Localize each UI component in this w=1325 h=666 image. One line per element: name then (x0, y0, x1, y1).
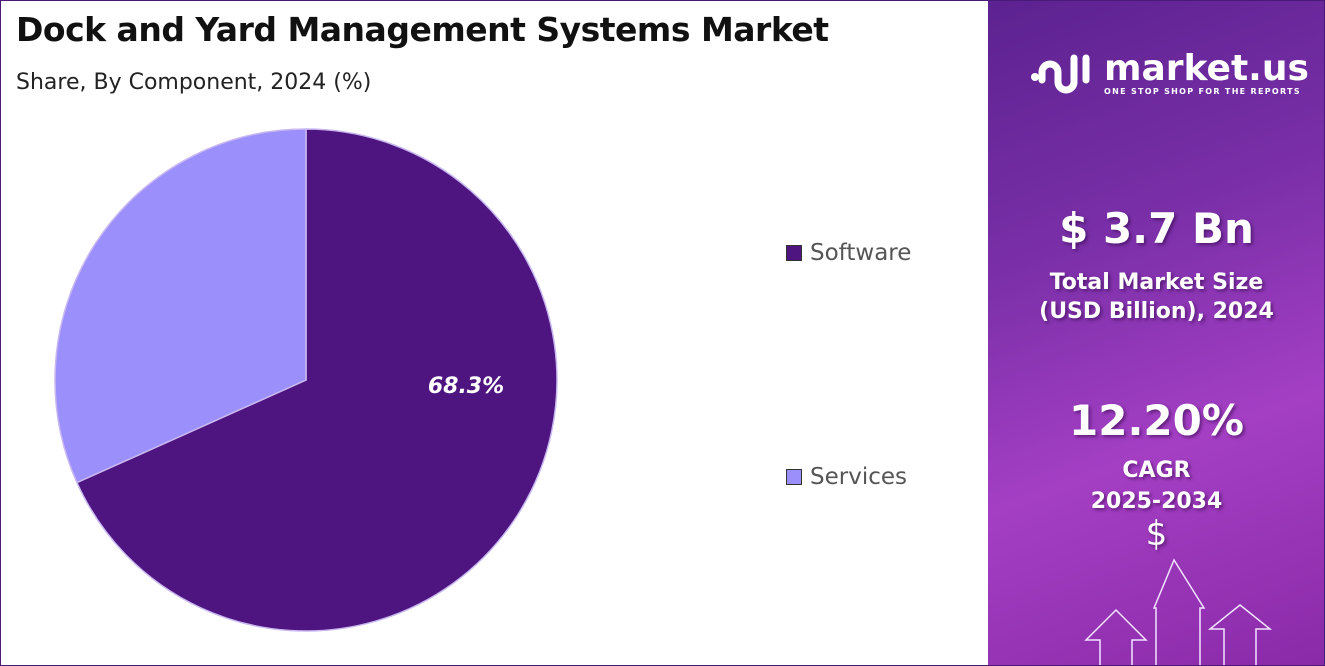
growth-arrows-icon (1084, 558, 1273, 666)
dollar-icon: $ (1145, 514, 1168, 554)
pie-slice-services (54, 128, 307, 484)
logo-icon (1031, 54, 1090, 94)
data-label-software: 68.3% (428, 374, 504, 399)
legend-label: Services (810, 464, 907, 490)
market-size-value: $ 3.7 Bn (1059, 204, 1254, 253)
logo-name: market.us (1104, 47, 1309, 89)
legend-swatch (786, 469, 802, 485)
cagr-label: CAGR (1122, 458, 1191, 483)
market-us-logo: market.us ONE STOP SHOP FOR THE REPORTS (1030, 50, 1309, 96)
market-size-label: Total Market Size (1049, 270, 1264, 295)
logo-tagline: ONE STOP SHOP FOR THE REPORTS (1104, 86, 1301, 96)
cagr-period: 2025-2034 (1090, 489, 1223, 514)
cagr-value: 12.20% (1069, 396, 1244, 445)
pie-chart: 68.3% (54, 128, 558, 632)
legend-swatch (786, 245, 802, 261)
chart-subtitle: Share, By Component, 2024 (%) (16, 70, 372, 95)
summary-panel: market.us ONE STOP SHOP FOR THE REPORTS … (988, 0, 1325, 666)
legend-item-services: Services (786, 464, 907, 490)
legend-label: Software (810, 240, 912, 266)
chart-title: Dock and Yard Management Systems Market (16, 10, 829, 49)
pie-slice-software (75, 128, 558, 632)
legend-item-software: Software (786, 240, 911, 266)
market-size-unit: (USD Billion), 2024 (1039, 299, 1274, 324)
chart-area: Dock and Yard Management Systems Market … (16, 10, 912, 632)
